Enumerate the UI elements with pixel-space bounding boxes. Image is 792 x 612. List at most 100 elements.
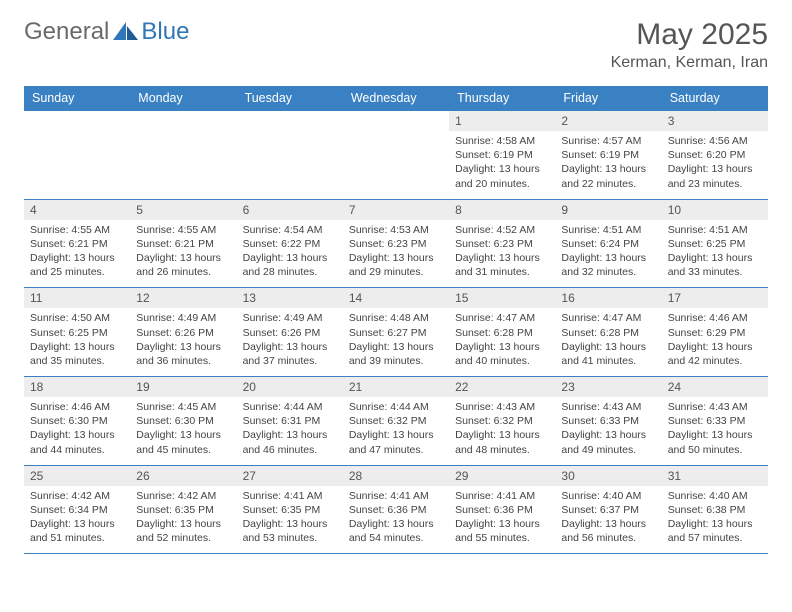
sunrise-line: Sunrise: 4:51 AM	[561, 223, 655, 237]
sunset-line: Sunset: 6:23 PM	[455, 237, 549, 251]
daylight-line: Daylight: 13 hours and 46 minutes.	[243, 428, 337, 456]
daylight-line: Daylight: 13 hours and 53 minutes.	[243, 517, 337, 545]
sunrise-line: Sunrise: 4:42 AM	[30, 489, 124, 503]
calendar-cell: 2Sunrise: 4:57 AMSunset: 6:19 PMDaylight…	[555, 111, 661, 200]
day-body: Sunrise: 4:47 AMSunset: 6:28 PMDaylight:…	[449, 308, 555, 376]
day-body: Sunrise: 4:54 AMSunset: 6:22 PMDaylight:…	[237, 220, 343, 288]
sunset-line: Sunset: 6:35 PM	[243, 503, 337, 517]
sunrise-line: Sunrise: 4:56 AM	[668, 134, 762, 148]
day-body: Sunrise: 4:44 AMSunset: 6:32 PMDaylight:…	[343, 397, 449, 465]
calendar-cell: 18Sunrise: 4:46 AMSunset: 6:30 PMDayligh…	[24, 377, 130, 466]
sunset-line: Sunset: 6:32 PM	[455, 414, 549, 428]
day-number: 17	[662, 288, 768, 308]
calendar-cell: 4Sunrise: 4:55 AMSunset: 6:21 PMDaylight…	[24, 199, 130, 288]
calendar-week-row: 1Sunrise: 4:58 AMSunset: 6:19 PMDaylight…	[24, 111, 768, 200]
daylight-line: Daylight: 13 hours and 39 minutes.	[349, 340, 443, 368]
sunrise-line: Sunrise: 4:42 AM	[136, 489, 230, 503]
sunset-line: Sunset: 6:26 PM	[136, 326, 230, 340]
calendar-cell: 21Sunrise: 4:44 AMSunset: 6:32 PMDayligh…	[343, 377, 449, 466]
sunrise-line: Sunrise: 4:55 AM	[136, 223, 230, 237]
weekday-header: Wednesday	[343, 86, 449, 111]
day-body: Sunrise: 4:56 AMSunset: 6:20 PMDaylight:…	[662, 131, 768, 199]
day-body: Sunrise: 4:51 AMSunset: 6:25 PMDaylight:…	[662, 220, 768, 288]
day-number: 10	[662, 200, 768, 220]
day-number: 21	[343, 377, 449, 397]
calendar-cell: 27Sunrise: 4:41 AMSunset: 6:35 PMDayligh…	[237, 465, 343, 554]
day-number: 8	[449, 200, 555, 220]
calendar-cell: 23Sunrise: 4:43 AMSunset: 6:33 PMDayligh…	[555, 377, 661, 466]
calendar-cell: 12Sunrise: 4:49 AMSunset: 6:26 PMDayligh…	[130, 288, 236, 377]
day-number: 22	[449, 377, 555, 397]
day-number: 23	[555, 377, 661, 397]
sunset-line: Sunset: 6:29 PM	[668, 326, 762, 340]
calendar-cell: 28Sunrise: 4:41 AMSunset: 6:36 PMDayligh…	[343, 465, 449, 554]
day-number: 25	[24, 466, 130, 486]
sunset-line: Sunset: 6:28 PM	[455, 326, 549, 340]
logo: General Blue	[24, 18, 189, 46]
weekday-header: Friday	[555, 86, 661, 111]
calendar-cell: 19Sunrise: 4:45 AMSunset: 6:30 PMDayligh…	[130, 377, 236, 466]
sunrise-line: Sunrise: 4:46 AM	[30, 400, 124, 414]
sunrise-line: Sunrise: 4:41 AM	[455, 489, 549, 503]
calendar-cell: 3Sunrise: 4:56 AMSunset: 6:20 PMDaylight…	[662, 111, 768, 200]
day-body: Sunrise: 4:41 AMSunset: 6:35 PMDaylight:…	[237, 486, 343, 554]
sunrise-line: Sunrise: 4:46 AM	[668, 311, 762, 325]
daylight-line: Daylight: 13 hours and 40 minutes.	[455, 340, 549, 368]
sunrise-line: Sunrise: 4:43 AM	[668, 400, 762, 414]
day-number: 15	[449, 288, 555, 308]
daylight-line: Daylight: 13 hours and 28 minutes.	[243, 251, 337, 279]
day-number: 6	[237, 200, 343, 220]
calendar-week-row: 11Sunrise: 4:50 AMSunset: 6:25 PMDayligh…	[24, 288, 768, 377]
sunrise-line: Sunrise: 4:41 AM	[243, 489, 337, 503]
sunrise-line: Sunrise: 4:53 AM	[349, 223, 443, 237]
calendar-cell: 20Sunrise: 4:44 AMSunset: 6:31 PMDayligh…	[237, 377, 343, 466]
day-number: 31	[662, 466, 768, 486]
daylight-line: Daylight: 13 hours and 41 minutes.	[561, 340, 655, 368]
day-number: 1	[449, 111, 555, 131]
calendar-cell: 9 Sunrise: 4:51 AMSunset: 6:24 PMDaylight…	[555, 199, 661, 288]
logo-sail-icon	[113, 22, 139, 42]
daylight-line: Daylight: 13 hours and 29 minutes.	[349, 251, 443, 279]
daylight-line: Daylight: 13 hours and 22 minutes.	[561, 162, 655, 190]
calendar-cell: 29Sunrise: 4:41 AMSunset: 6:36 PMDayligh…	[449, 465, 555, 554]
sunset-line: Sunset: 6:23 PM	[349, 237, 443, 251]
daylight-line: Daylight: 13 hours and 36 minutes.	[136, 340, 230, 368]
day-body: Sunrise: 4:55 AMSunset: 6:21 PMDaylight:…	[24, 220, 130, 288]
sunrise-line: Sunrise: 4:52 AM	[455, 223, 549, 237]
daylight-line: Daylight: 13 hours and 35 minutes.	[30, 340, 124, 368]
sunset-line: Sunset: 6:19 PM	[561, 148, 655, 162]
day-number: 9	[555, 200, 661, 220]
daylight-line: Daylight: 13 hours and 23 minutes.	[668, 162, 762, 190]
sunrise-line: Sunrise: 4:47 AM	[561, 311, 655, 325]
calendar-cell: 13Sunrise: 4:49 AMSunset: 6:26 PMDayligh…	[237, 288, 343, 377]
day-body: Sunrise: 4:52 AMSunset: 6:23 PMDaylight:…	[449, 220, 555, 288]
daylight-line: Daylight: 13 hours and 26 minutes.	[136, 251, 230, 279]
sunset-line: Sunset: 6:35 PM	[136, 503, 230, 517]
calendar-cell	[24, 111, 130, 200]
day-body: Sunrise: 4:43 AMSunset: 6:33 PMDaylight:…	[555, 397, 661, 465]
sunset-line: Sunset: 6:20 PM	[668, 148, 762, 162]
sunrise-line: Sunrise: 4:44 AM	[243, 400, 337, 414]
weekday-header: Thursday	[449, 86, 555, 111]
day-number: 16	[555, 288, 661, 308]
sunset-line: Sunset: 6:26 PM	[243, 326, 337, 340]
daylight-line: Daylight: 13 hours and 48 minutes.	[455, 428, 549, 456]
header-row: General Blue May 2025 Kerman, Kerman, Ir…	[24, 18, 768, 72]
month-title: May 2025	[611, 18, 768, 52]
calendar-cell: 7Sunrise: 4:53 AMSunset: 6:23 PMDaylight…	[343, 199, 449, 288]
sunset-line: Sunset: 6:38 PM	[668, 503, 762, 517]
daylight-line: Daylight: 13 hours and 32 minutes.	[561, 251, 655, 279]
day-body: Sunrise: 4:40 AMSunset: 6:37 PMDaylight:…	[555, 486, 661, 554]
sunset-line: Sunset: 6:21 PM	[30, 237, 124, 251]
logo-text-blue: Blue	[141, 18, 189, 46]
day-body: Sunrise: 4:49 AMSunset: 6:26 PMDaylight:…	[130, 308, 236, 376]
calendar-week-row: 18Sunrise: 4:46 AMSunset: 6:30 PMDayligh…	[24, 377, 768, 466]
title-block: May 2025 Kerman, Kerman, Iran	[611, 18, 768, 72]
day-body: Sunrise: 4:45 AMSunset: 6:30 PMDaylight:…	[130, 397, 236, 465]
weekday-header-row: SundayMondayTuesdayWednesdayThursdayFrid…	[24, 86, 768, 111]
sunrise-line: Sunrise: 4:45 AM	[136, 400, 230, 414]
calendar-cell	[343, 111, 449, 200]
sunset-line: Sunset: 6:24 PM	[561, 237, 655, 251]
calendar-cell: 31Sunrise: 4:40 AMSunset: 6:38 PMDayligh…	[662, 465, 768, 554]
day-number: 12	[130, 288, 236, 308]
